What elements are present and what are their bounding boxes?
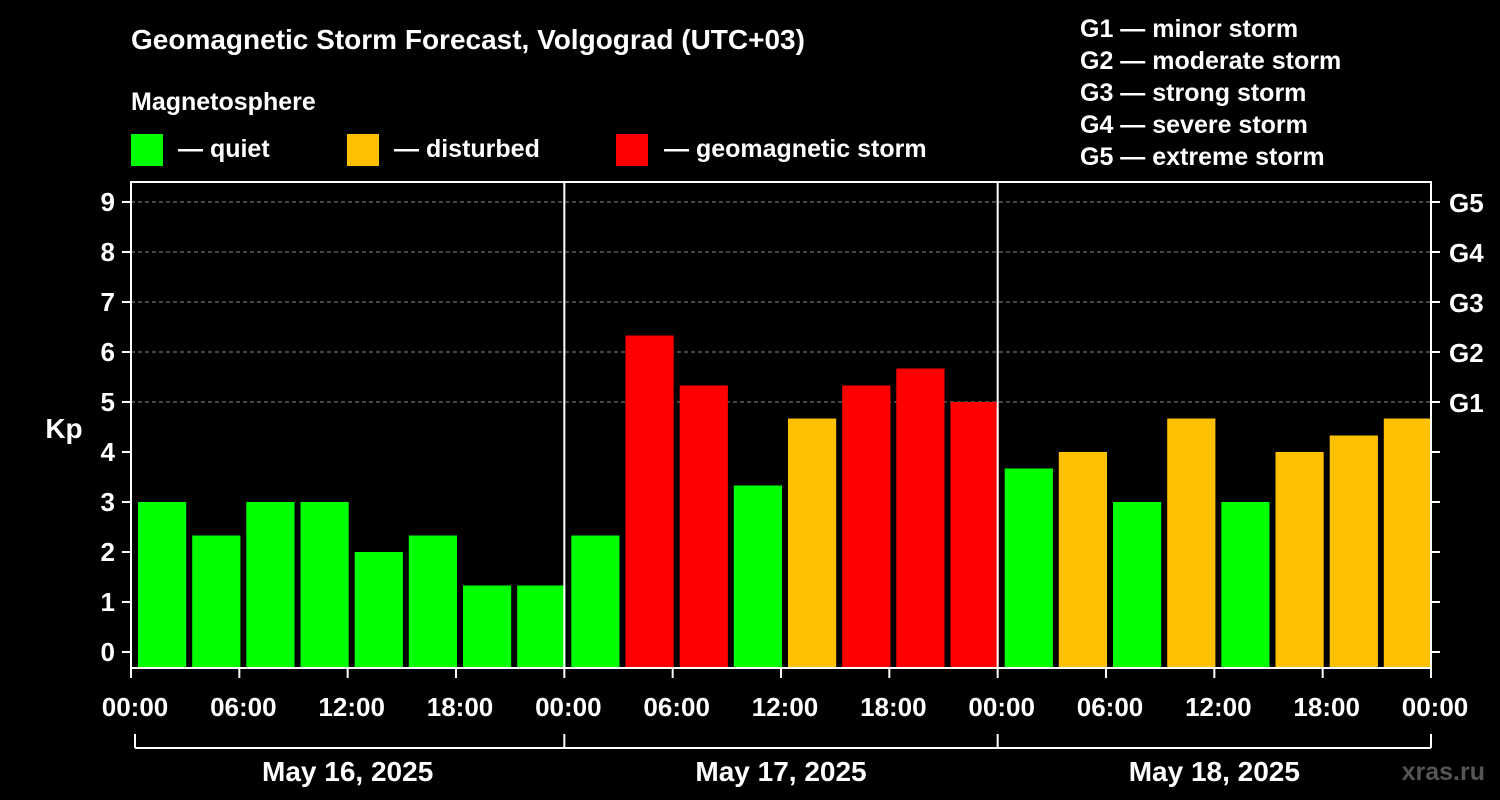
y-tick-label: 5 (101, 387, 115, 417)
kp-bar (1058, 452, 1107, 668)
g-scale-g5: G5 — extreme storm (1080, 143, 1325, 171)
kp-bar (1221, 502, 1270, 668)
kp-bar (896, 368, 945, 668)
x-tick-label: 18:00 (860, 692, 927, 722)
level-legend: — quiet — disturbed — geomagnetic storm (131, 134, 927, 166)
kp-bar (517, 585, 566, 668)
x-tick-label: 12:00 (1185, 692, 1252, 722)
y-tick-label: 2 (101, 537, 115, 567)
kp-bar (246, 502, 295, 668)
kp-bar (1275, 452, 1324, 668)
kp-bar (300, 502, 349, 668)
x-tick-label: 12:00 (318, 692, 385, 722)
g-scale-g4: G4 — severe storm (1080, 111, 1308, 139)
legend-swatch-disturbed (347, 134, 379, 166)
y-tick-label: 7 (101, 287, 115, 317)
y-tick-label: 1 (101, 587, 115, 617)
kp-bar (788, 418, 837, 668)
x-tick-label: 06:00 (1077, 692, 1144, 722)
g-scale-g2: G2 — moderate storm (1080, 47, 1341, 75)
g-level-label: G3 (1449, 288, 1484, 318)
g-level-label: G5 (1449, 188, 1484, 218)
g-level-label: G4 (1449, 238, 1484, 268)
x-tick-label: 18:00 (1293, 692, 1360, 722)
x-axis: 00:00 06:00 12:00 18:00 00:00 06:00 12:00 18:00… (102, 668, 1469, 722)
y-tick-label: 4 (101, 437, 116, 467)
y-axis: 0 1 2 3 4 5 6 7 8 9 (101, 187, 131, 667)
y-axis-label: Kp (45, 413, 82, 444)
g-scale-legend: G1 — minor storm G2 — moderate storm G3 … (1080, 15, 1341, 171)
x-tick-label: 00:00 (102, 692, 169, 722)
day-labels: May 16, 2025 May 17, 2025 May 18, 2025 (134, 734, 1432, 787)
kp-bar (138, 502, 187, 668)
legend-swatch-storm (616, 134, 648, 166)
x-tick-label: 00:00 (535, 692, 602, 722)
x-tick-label: 06:00 (210, 692, 277, 722)
watermark: xras.ru (1402, 758, 1485, 786)
day-label: May 18, 2025 (1129, 756, 1300, 787)
g-scale-g3: G3 — strong storm (1080, 79, 1306, 107)
g-level-axis: G1 G2 G3 G4 G5 (1431, 188, 1484, 653)
kp-bar (1383, 418, 1432, 668)
kp-bar (1004, 468, 1053, 668)
y-tick-label: 3 (101, 487, 115, 517)
kp-bar (1167, 418, 1216, 668)
day-label: May 17, 2025 (695, 756, 866, 787)
kp-bar (354, 552, 403, 668)
x-tick-label: 18:00 (427, 692, 494, 722)
x-tick-label: 00:00 (968, 692, 1035, 722)
g-level-label: G1 (1449, 388, 1484, 418)
y-tick-label: 8 (101, 237, 115, 267)
kp-bar (463, 585, 512, 668)
bars (138, 335, 1432, 668)
x-tick-label: 00:00 (1402, 692, 1469, 722)
kp-bar (1113, 502, 1162, 668)
chart-title: Geomagnetic Storm Forecast, Volgograd (U… (131, 24, 805, 55)
kp-bar (842, 385, 891, 668)
day-label: May 16, 2025 (262, 756, 433, 787)
kp-bar (571, 535, 620, 668)
x-tick-label: 06:00 (643, 692, 710, 722)
kp-bar (192, 535, 241, 668)
kp-bar (679, 385, 728, 668)
kp-bar (950, 402, 999, 668)
y-tick-label: 6 (101, 337, 115, 367)
kp-bar (625, 335, 674, 668)
kp-bar (1329, 435, 1378, 668)
legend-swatch-quiet (131, 134, 163, 166)
legend-label-storm: — geomagnetic storm (664, 135, 927, 163)
grid-lines (131, 201, 1431, 403)
kp-bar (733, 485, 782, 668)
g-scale-g1: G1 — minor storm (1080, 15, 1298, 43)
legend-label-disturbed: — disturbed (394, 135, 540, 163)
g-level-label: G2 (1449, 338, 1484, 368)
legend-heading: Magnetosphere (131, 88, 316, 116)
legend-label-quiet: — quiet (178, 135, 270, 163)
kp-bar (408, 535, 457, 668)
y-tick-label: 9 (101, 187, 115, 217)
x-tick-label: 12:00 (752, 692, 819, 722)
y-tick-label: 0 (101, 637, 115, 667)
